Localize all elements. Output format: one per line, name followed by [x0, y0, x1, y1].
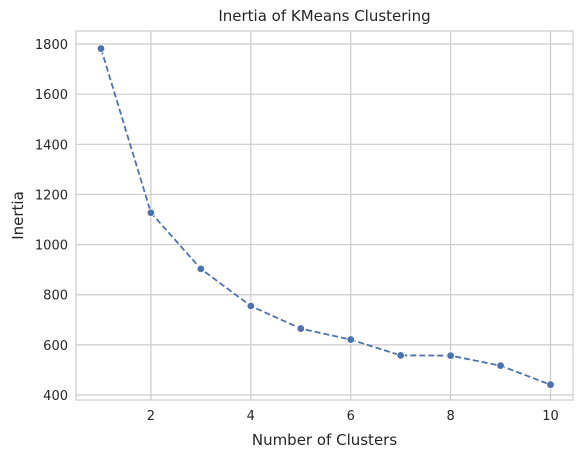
x-tick-label: 2 [147, 409, 155, 424]
x-tick-label: 8 [446, 409, 454, 424]
tick-label-layer: 2 4 6 8 10 400 600 800 1000 1200 1400 1600 1800 [35, 38, 559, 424]
x-axis-label: Number of Clusters [252, 431, 397, 449]
y-tick-label: 800 [43, 289, 68, 304]
series-line [100, 48, 551, 386]
data-point [246, 301, 256, 311]
data-point [146, 208, 156, 217]
x-tick-label: 4 [247, 409, 255, 424]
plot-frame [75, 30, 574, 401]
series-layer [96, 44, 555, 389]
y-tick-label: 1000 [35, 239, 68, 254]
data-point [496, 361, 505, 370]
y-tick-label: 1600 [35, 88, 68, 103]
data-point [546, 380, 555, 389]
data-point [446, 351, 455, 360]
data-point [96, 44, 106, 53]
data-point [346, 335, 355, 344]
data-point [196, 264, 206, 274]
y-tick-label: 600 [43, 339, 68, 354]
y-axis-label: Inertia [9, 191, 27, 240]
chart-title: Inertia of KMeans Clustering [218, 7, 430, 25]
y-tick-label: 400 [43, 389, 68, 404]
y-tick-label: 1400 [35, 138, 68, 153]
x-tick-label: 10 [542, 409, 559, 424]
y-tick-label: 1200 [35, 188, 68, 203]
y-tick-label: 1800 [35, 38, 68, 53]
data-point [396, 351, 405, 360]
x-tick-label: 6 [347, 409, 355, 424]
data-point [296, 324, 305, 333]
grid-layer [76, 31, 573, 400]
